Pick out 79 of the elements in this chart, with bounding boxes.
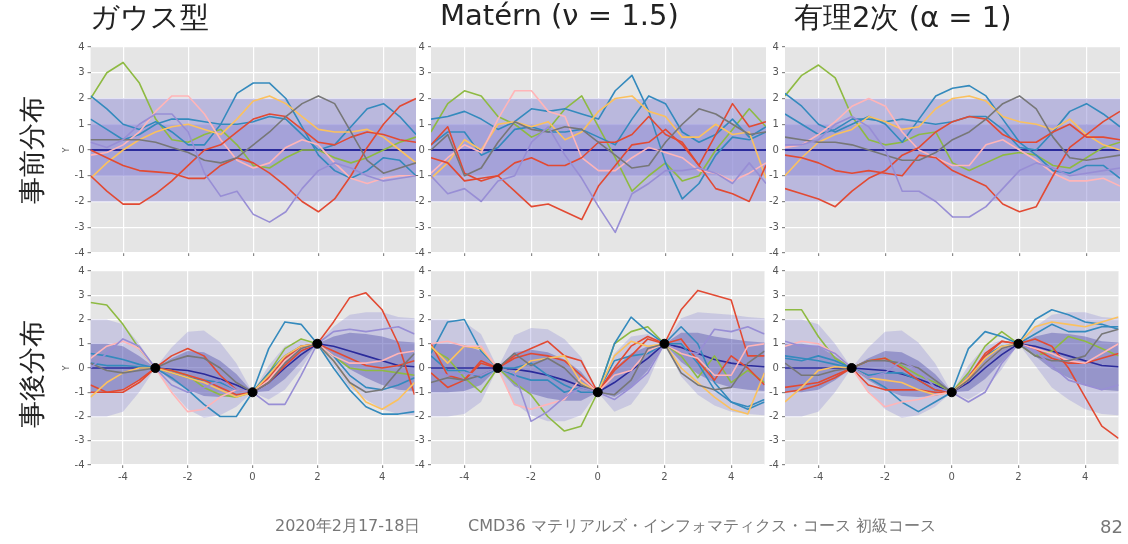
y-tick-label: -1 [414, 169, 425, 181]
x-tick-label: -4 [459, 470, 470, 482]
chart-title: Matérn (ν = 1.5) [440, 0, 679, 32]
y-tick-label: -1 [74, 169, 85, 181]
y-tick-label: -4 [768, 458, 779, 470]
y-tick-label: -4 [74, 458, 85, 470]
chart-title: 有理2次 (α = 1) [794, 0, 1012, 36]
x-tick-label: -4 [813, 470, 824, 482]
x-tick-label: 4 [727, 470, 735, 482]
y-tick-label: -4 [74, 246, 85, 258]
y-tick-label: 3 [78, 66, 85, 78]
y-tick-label: 3 [78, 288, 85, 300]
y-tick-label: -2 [414, 410, 425, 422]
y-tick-label: 0 [772, 143, 779, 155]
y-tick-label: -3 [74, 434, 85, 446]
y-tick-label: -3 [74, 220, 85, 232]
y-tick-label: 0 [418, 143, 425, 155]
y-tick-label: -4 [768, 246, 779, 258]
y-tick-label: 2 [418, 313, 425, 325]
x-tick-label: 0 [948, 470, 955, 482]
x-tick-label: -4 [117, 470, 128, 482]
text: CMD36 マテリアルズ・インフォマティクス・コース 初級コース [468, 516, 936, 537]
y-tick-label: 4 [78, 40, 85, 52]
y-axis-title: Y [61, 365, 71, 372]
x-tick-label: 2 [314, 470, 321, 482]
y-tick-label: -2 [74, 410, 85, 422]
y-tick-label: 1 [418, 117, 425, 129]
y-tick-label: -3 [414, 434, 425, 446]
x-tick-label: -2 [182, 470, 193, 482]
y-tick-label: -1 [768, 385, 779, 397]
x-tick-label: -2 [526, 470, 537, 482]
x-tick-label: 0 [249, 470, 256, 482]
y-tick-label: 0 [78, 361, 85, 373]
x-tick-label: 4 [1081, 470, 1089, 482]
y-tick-label: 2 [78, 92, 85, 104]
y-tick-label: 4 [772, 40, 779, 52]
y-tick-label: -3 [768, 220, 779, 232]
text: 事後分布 [15, 320, 48, 428]
y-tick-label: -1 [768, 169, 779, 181]
y-tick-label: 1 [772, 117, 779, 129]
x-tick-label: -2 [880, 470, 891, 482]
y-tick-label: 1 [772, 337, 779, 349]
y-tick-label: -1 [74, 385, 85, 397]
x-tick-label: 4 [378, 470, 386, 482]
y-tick-label: 3 [772, 288, 779, 300]
text: 82 [1100, 516, 1123, 537]
y-tick-label: 3 [418, 66, 425, 78]
y-tick-label: -1 [414, 385, 425, 397]
y-tick-label: 2 [78, 313, 85, 325]
y-tick-label: -4 [414, 458, 425, 470]
y-tick-label: -3 [414, 220, 425, 232]
y-tick-label: 4 [418, 40, 425, 52]
y-tick-label: 3 [418, 288, 425, 300]
chart-title: ガウス型 [90, 0, 209, 36]
y-tick-label: 1 [78, 117, 85, 129]
text: 事前分布 [15, 96, 48, 204]
y-tick-label: -4 [414, 246, 425, 258]
x-tick-label: 2 [661, 470, 668, 482]
y-tick-label: 4 [772, 264, 779, 276]
y-tick-label: 1 [418, 337, 425, 349]
y-tick-label: 3 [772, 66, 779, 78]
y-tick-label: -2 [768, 195, 779, 207]
y-tick-label: 2 [772, 92, 779, 104]
y-tick-label: 4 [418, 264, 425, 276]
y-tick-label: 2 [418, 92, 425, 104]
y-tick-label: 0 [418, 361, 425, 373]
y-tick-label: -3 [768, 434, 779, 446]
y-tick-label: 1 [78, 337, 85, 349]
text: 2020年2月17-18日 [275, 516, 421, 537]
y-tick-label: 0 [78, 143, 85, 155]
y-tick-label: 0 [772, 361, 779, 373]
y-tick-label: 2 [772, 313, 779, 325]
x-tick-label: 2 [1015, 470, 1022, 482]
y-tick-label: -2 [414, 195, 425, 207]
y-tick-label: -2 [74, 195, 85, 207]
y-tick-label: 4 [78, 264, 85, 276]
y-tick-label: -2 [768, 410, 779, 422]
x-tick-label: 0 [594, 470, 601, 482]
y-axis-title: Y [61, 147, 71, 154]
